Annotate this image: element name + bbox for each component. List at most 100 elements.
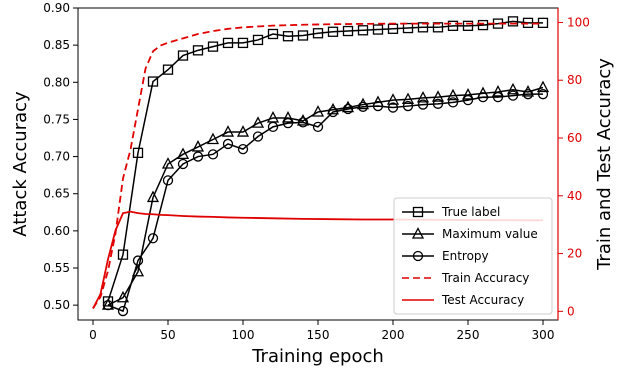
right-y-tick-label: 0	[567, 304, 575, 318]
data-point-maximum-value	[536, 80, 550, 93]
left-y-tick-label: 0.70	[43, 150, 70, 164]
data-point-true-label	[462, 20, 474, 31]
data-point-true-label	[222, 37, 234, 49]
data-point-maximum-value	[176, 147, 190, 159]
data-point-maximum-value	[341, 100, 355, 113]
data-point-entropy	[102, 299, 114, 311]
data-point-maximum-value	[521, 85, 535, 97]
data-point-entropy	[447, 97, 459, 108]
data-point-true-label	[312, 28, 324, 39]
data-point-maximum-value	[386, 93, 400, 105]
left-y-tick-label: 0.80	[43, 75, 70, 89]
data-point-entropy	[372, 100, 384, 112]
data-point-true-label	[192, 45, 204, 56]
right-y-tick-label: 60	[567, 131, 582, 145]
right-y-tick-label: 20	[567, 247, 582, 261]
right-y-tick-label: 100	[567, 15, 590, 29]
x-tick-label: 300	[532, 328, 555, 342]
legend-entry-train-accuracy: Train Accuracy	[402, 271, 529, 285]
data-point-entropy	[147, 233, 159, 244]
legend-marker	[412, 206, 424, 218]
left-y-tick-label: 0.75	[43, 112, 70, 126]
data-point-entropy	[132, 255, 144, 266]
data-point-true-label	[357, 25, 369, 36]
x-tick-label: 100	[232, 328, 255, 342]
x-tick-label: 0	[89, 328, 97, 342]
data-point-true-label	[297, 30, 309, 41]
data-point-entropy	[357, 101, 369, 112]
data-point-maximum-value	[146, 190, 160, 203]
data-point-entropy	[537, 89, 549, 100]
data-point-true-label	[507, 16, 519, 27]
left-y-tick-label: 0.85	[43, 38, 70, 52]
legend-label: Train Accuracy	[441, 271, 529, 285]
data-point-true-label	[402, 22, 414, 34]
data-point-true-label	[117, 249, 129, 260]
data-point-maximum-value	[491, 85, 505, 97]
legend: True label Maximum value Entropy Train Accu…	[393, 197, 553, 315]
x-tick-label: 150	[307, 328, 330, 342]
data-point-true-label	[237, 37, 249, 49]
left-y-tick-label: 0.65	[43, 187, 70, 201]
data-point-entropy	[387, 102, 399, 113]
right-y-tick-label: 80	[567, 73, 582, 87]
data-point-entropy	[282, 117, 294, 129]
data-point-entropy	[207, 149, 219, 160]
data-point-entropy	[267, 121, 279, 133]
data-point-maximum-value	[251, 116, 265, 128]
data-point-entropy	[522, 89, 534, 100]
legend-marker	[412, 250, 424, 262]
series-train-accuracy	[92, 22, 543, 309]
legend-label: Maximum value	[442, 227, 538, 241]
data-point-maximum-value	[356, 97, 370, 110]
data-point-true-label	[162, 64, 174, 75]
legend-entry-test-accuracy: Test Accuracy	[402, 293, 524, 307]
data-point-maximum-value	[281, 111, 295, 123]
data-point-entropy	[402, 100, 414, 112]
legend-label: Entropy	[442, 249, 489, 263]
data-point-maximum-value	[416, 90, 430, 103]
legend-entry-true-label: True label	[402, 205, 500, 219]
data-point-entropy	[162, 175, 174, 186]
data-point-maximum-value	[236, 125, 250, 137]
legend-entry-entropy: Entropy	[402, 249, 489, 263]
data-point-entropy	[237, 143, 249, 155]
left-y-axis-label: Attack Accuracy	[10, 91, 31, 237]
data-point-true-label	[132, 147, 144, 159]
data-point-entropy	[177, 158, 189, 170]
data-point-maximum-value	[221, 125, 235, 137]
data-point-entropy	[222, 138, 234, 150]
axis-layer: 0 50 100 150 200 250 3000.500.550.600.650.700.…	[43, 1, 590, 342]
data-point-true-label	[267, 28, 279, 40]
data-point-maximum-value	[161, 157, 175, 169]
data-point-true-label	[477, 19, 489, 31]
legend-label: Test Accuracy	[441, 293, 524, 307]
data-point-true-label	[327, 26, 339, 37]
series-entropy	[102, 89, 549, 317]
data-point-maximum-value	[116, 290, 130, 303]
data-point-entropy	[312, 121, 324, 133]
series-test-accuracy	[92, 210, 544, 309]
x-tick-label: 200	[382, 328, 405, 342]
series-line-true-label	[107, 20, 543, 302]
data-point-true-label	[207, 41, 219, 52]
right-y-axis-label: Train and Test Accuracy	[594, 58, 615, 271]
series-line-train-accuracy	[92, 22, 543, 309]
data-point-entropy	[327, 106, 339, 118]
series-line-entropy	[107, 93, 543, 313]
data-point-entropy	[432, 98, 444, 109]
data-point-maximum-value	[296, 114, 310, 126]
data-point-true-label	[147, 76, 159, 87]
left-y-tick-label: 0.90	[43, 1, 70, 15]
data-point-maximum-value	[431, 90, 445, 102]
data-point-true-label	[447, 20, 459, 31]
data-point-true-label	[252, 34, 264, 46]
x-tick-label: 50	[160, 328, 175, 342]
data-point-entropy	[342, 103, 354, 115]
data-point-entropy	[297, 117, 309, 128]
data-point-maximum-value	[461, 88, 475, 100]
legend-marker	[411, 227, 425, 239]
data-point-entropy	[117, 305, 129, 317]
legend-box	[393, 197, 553, 315]
